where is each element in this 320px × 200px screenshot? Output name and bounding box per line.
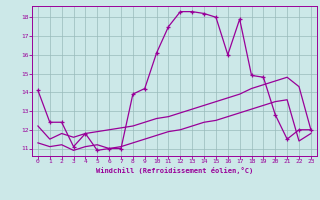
X-axis label: Windchill (Refroidissement éolien,°C): Windchill (Refroidissement éolien,°C): [96, 167, 253, 174]
